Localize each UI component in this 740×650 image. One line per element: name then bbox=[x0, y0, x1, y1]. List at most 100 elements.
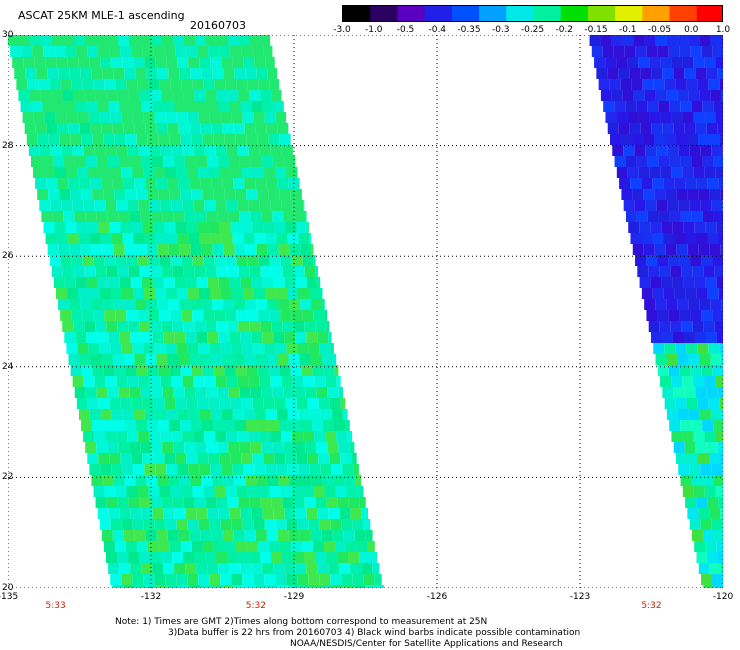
swath-cell bbox=[146, 68, 158, 79]
swath-cell bbox=[143, 288, 155, 299]
swath-cell bbox=[117, 90, 129, 101]
swath-cell bbox=[338, 387, 343, 398]
swath-cell bbox=[636, 101, 648, 112]
swath-cell bbox=[273, 563, 285, 574]
swath-cell bbox=[59, 134, 71, 145]
swath-cell bbox=[64, 101, 76, 112]
swath-cell bbox=[688, 354, 700, 365]
swath-cell bbox=[159, 310, 171, 321]
swath-cell bbox=[704, 57, 716, 68]
swath-cell bbox=[206, 442, 218, 453]
swath-cell bbox=[243, 409, 255, 420]
swath-cell bbox=[678, 464, 690, 475]
swath-cell bbox=[268, 134, 280, 145]
swath-cell bbox=[337, 552, 349, 563]
swath-cell bbox=[220, 167, 232, 178]
swath-cell bbox=[37, 189, 49, 200]
swath-cell bbox=[213, 365, 225, 376]
swath-cell bbox=[646, 310, 658, 321]
swath-cell bbox=[299, 585, 311, 588]
swath-cell bbox=[685, 178, 697, 189]
swath-cell bbox=[278, 244, 290, 255]
swath-cell bbox=[67, 233, 79, 244]
swath-cell bbox=[607, 68, 619, 79]
swath-cell bbox=[654, 134, 666, 145]
swath-cell bbox=[691, 156, 703, 167]
swath-cell bbox=[295, 563, 307, 574]
swath-cell bbox=[280, 310, 292, 321]
swath-cell bbox=[239, 387, 251, 398]
swath-cell bbox=[164, 46, 176, 57]
swath-cell bbox=[268, 189, 280, 200]
swath-cell bbox=[38, 79, 50, 90]
swath-cell bbox=[222, 123, 234, 134]
swath-cell bbox=[200, 178, 212, 189]
swath-cell bbox=[666, 299, 678, 310]
swath-cell bbox=[220, 519, 232, 530]
swath-cell bbox=[699, 35, 711, 46]
swath-cell bbox=[99, 112, 111, 123]
swath-cell bbox=[248, 376, 260, 387]
swath-cell bbox=[236, 79, 248, 90]
swath-cell bbox=[188, 233, 200, 244]
swath-cell bbox=[262, 332, 274, 343]
swath-cell bbox=[265, 464, 277, 475]
swath-cell bbox=[152, 101, 164, 112]
swath-cell bbox=[616, 57, 628, 68]
swath-cell bbox=[673, 387, 685, 398]
swath-cell bbox=[675, 343, 687, 354]
swath-cell bbox=[596, 68, 608, 79]
swath-cell bbox=[245, 68, 257, 79]
swath-cell bbox=[259, 376, 271, 387]
swath-cell bbox=[114, 134, 126, 145]
swath-cell bbox=[257, 420, 269, 431]
swath-cell bbox=[169, 420, 181, 431]
swath-cell bbox=[263, 46, 273, 57]
swath-cell bbox=[223, 244, 235, 255]
swath-cell bbox=[661, 277, 673, 288]
swath-cell bbox=[114, 420, 126, 431]
swath-cell bbox=[50, 145, 62, 156]
swath-cell bbox=[708, 343, 720, 354]
swath-cell bbox=[241, 453, 253, 464]
swath-cell bbox=[226, 145, 238, 156]
swath-cell bbox=[114, 189, 126, 200]
swath-cell bbox=[16, 79, 28, 90]
swath-cell bbox=[298, 233, 310, 244]
swath-cell bbox=[277, 123, 289, 134]
swath-cell bbox=[85, 442, 97, 453]
swath-cell bbox=[111, 464, 123, 475]
swath-cell bbox=[285, 222, 297, 233]
swath-cell bbox=[328, 332, 332, 343]
swath-cell bbox=[636, 156, 648, 167]
swath-cell bbox=[12, 57, 24, 68]
swath-cell bbox=[176, 112, 188, 123]
swath-cell bbox=[193, 145, 205, 156]
swath-cell bbox=[136, 420, 148, 431]
swath-cell bbox=[675, 79, 687, 90]
swath-cell bbox=[241, 46, 253, 57]
swath-cell bbox=[82, 310, 94, 321]
swath-cell bbox=[279, 541, 291, 552]
swath-cell bbox=[85, 35, 96, 46]
swath-cell bbox=[160, 376, 172, 387]
swath-cell bbox=[696, 178, 708, 189]
swath-cell bbox=[297, 574, 309, 585]
swath-cell bbox=[231, 574, 243, 585]
swath-cell bbox=[253, 112, 265, 123]
swath-cell bbox=[654, 244, 666, 255]
swath-cell bbox=[173, 35, 184, 46]
swath-cell bbox=[196, 508, 208, 519]
swath-cell bbox=[682, 57, 694, 68]
swath-cell bbox=[678, 200, 690, 211]
swath-cell bbox=[173, 156, 185, 167]
swath-cell bbox=[174, 563, 186, 574]
swath-cell bbox=[689, 464, 701, 475]
swath-cell bbox=[192, 79, 204, 90]
swath-cell bbox=[672, 222, 684, 233]
swath-cell bbox=[655, 299, 667, 310]
swath-cell bbox=[332, 585, 344, 588]
swath-cell bbox=[332, 530, 344, 541]
colorbar-swatch bbox=[587, 6, 616, 21]
lon-tick-label: -123 bbox=[569, 592, 591, 602]
